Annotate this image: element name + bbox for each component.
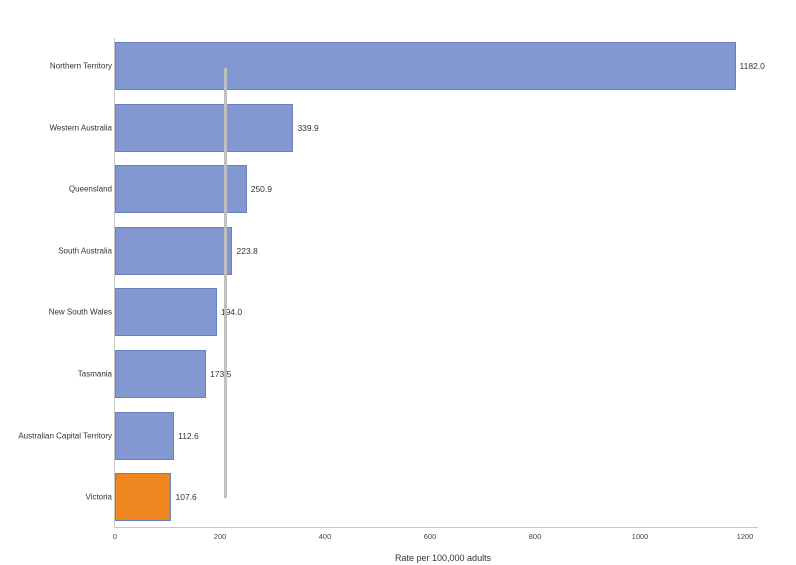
bar-highlighted [115, 473, 172, 522]
value-label: 112.6 [178, 430, 199, 441]
reference-line [223, 68, 227, 498]
x-tick-label: 0 [112, 532, 118, 541]
category-label: Victoria [85, 492, 112, 502]
category-label: South Australia [58, 246, 112, 256]
bar [115, 103, 294, 152]
bar [115, 411, 175, 460]
bar [115, 42, 736, 90]
category-label: Australian Capital Territory [18, 431, 112, 441]
category-label: Queensland [68, 184, 112, 194]
x-tick-label: 1200 [736, 532, 754, 541]
category-label: Northern Territory [49, 61, 112, 71]
x-tick-label: 200 [213, 532, 227, 541]
category-label: New South Wales [48, 307, 112, 317]
bar [115, 165, 247, 214]
x-axis-title: Rate per 100,000 adults [395, 553, 492, 563]
value-label: 339.9 [297, 122, 319, 133]
y-axis-line [114, 38, 115, 528]
value-label: 1182.0 [739, 61, 765, 71]
x-tick-label: 800 [528, 532, 542, 541]
x-tick-label: 600 [423, 532, 437, 541]
category-label: Tasmania [77, 369, 112, 379]
x-tick-label: 400 [318, 532, 332, 541]
value-label: 250.9 [250, 184, 272, 195]
value-label: 173.5 [210, 369, 232, 379]
value-label: 223.8 [236, 245, 258, 256]
x-tick-label: 1000 [631, 532, 649, 541]
category-label: Western Australia [49, 123, 112, 133]
bar [115, 350, 207, 398]
x-axis-line [114, 527, 758, 528]
bar [115, 288, 217, 337]
value-label: 107.6 [175, 492, 197, 503]
bar [115, 226, 233, 275]
value-label: 194.0 [220, 307, 243, 318]
